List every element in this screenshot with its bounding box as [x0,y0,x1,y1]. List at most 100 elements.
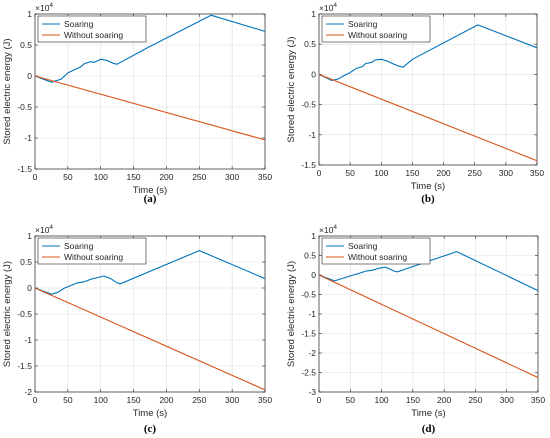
y-tick-label: 0.5 [20,257,32,267]
legend-label: Soaring [348,241,378,251]
chart-panel-1: 0 50 100 150 200 250 300 350 -1.5 -1 -0.5 0 0.5 1×104… [2,2,272,205]
x-axis-label: Time (s) [133,408,167,419]
y-tick-label: 0 [311,69,316,79]
x-tick-label: 0 [33,172,38,182]
legend-label: Without soaring [64,252,123,262]
x-tick-label: 100 [374,168,388,178]
y-tick-label: 0 [311,270,316,280]
y-tick-label: -1.5 [301,160,316,170]
y-tick-label: 0.5 [304,39,316,49]
y-tick-label: 0.5 [20,40,32,50]
panel-caption: (b) [421,193,435,205]
x-tick-label: 200 [159,172,173,182]
y-tick-label: -1 [308,130,316,140]
series-line-soaring [34,14,266,83]
exponent-label: ×104 [35,2,53,13]
y-tick-label: -1 [308,309,316,319]
exponent-power: 4 [333,224,337,231]
x-tick-label: 250 [192,172,206,182]
y-tick-label: -1.5 [17,164,32,174]
series-line-without-soaring [34,287,266,391]
x-tick-label: 200 [436,168,450,178]
x-tick-label: 300 [225,395,239,405]
exponent-power: 4 [333,2,337,9]
series-line-soaring [318,24,538,81]
legend-label: Soaring [64,19,94,29]
y-tick-label: -0.5 [301,100,316,110]
axes-box [34,13,266,170]
legend-box [37,237,147,265]
x-tick-label: 0 [33,395,38,405]
x-tick-label: 350 [258,172,272,182]
series-line-soaring [34,250,266,295]
x-axis-label: Time (s) [411,181,445,192]
x-tick-label: 150 [126,395,140,405]
y-axis-label: Stored electric energy (J) [2,38,13,144]
x-tick-label: 50 [346,395,356,405]
series-line-without-soaring [318,274,539,379]
y-tick-label: -2.5 [301,368,316,378]
series-line-without-soaring [318,73,538,162]
y-tick-label: -2 [308,348,316,358]
x-tick-label: 50 [63,395,73,405]
x-tick-label: 150 [405,168,419,178]
x-tick-label: 100 [94,172,108,182]
x-axis-label: Time (s) [133,185,167,196]
legend-label: Without soaring [348,252,407,262]
y-tick-label: 0 [27,71,32,81]
x-tick-label: 250 [192,395,206,405]
y-tick-label: -1 [24,335,32,345]
y-tick-label: 1 [27,9,32,19]
x-tick-label: 100 [94,395,108,405]
exponent-label: ×104 [35,224,53,235]
panel-caption: (a) [144,193,157,205]
axes-box [318,13,538,166]
exponent-label: ×104 [319,2,337,13]
exponent-power: 4 [49,224,53,231]
legend-label: Soaring [64,241,94,251]
y-tick-label: 0.5 [304,251,316,261]
y-tick-label: -3 [308,387,316,397]
legend-box [321,237,431,265]
x-tick-label: 300 [499,168,513,178]
y-tick-label: -0.5 [17,102,32,112]
legend-box [321,15,431,43]
y-tick-label: -1.5 [301,329,316,339]
legend-box [37,15,147,43]
y-axis-label: Stored electric energy (J) [2,261,13,367]
x-tick-label: 150 [126,172,140,182]
series-line-soaring [318,251,539,292]
exponent-base: ×10 [35,225,50,235]
legend-label: Without soaring [348,30,407,40]
x-tick-label: 250 [468,168,482,178]
y-tick-label: 1 [27,231,32,241]
x-tick-label: 350 [530,168,544,178]
x-tick-label: 200 [437,395,451,405]
x-tick-label: 50 [345,168,355,178]
y-tick-label: 1 [311,231,316,241]
y-axis-label: Stored electric energy (J) [286,261,297,367]
legend-label: Soaring [348,19,378,29]
exponent-base: ×10 [319,225,334,235]
x-tick-label: 200 [159,395,173,405]
exponent-base: ×10 [319,3,334,13]
x-axis-label: Time (s) [411,408,445,419]
x-tick-label: 100 [374,395,388,405]
y-tick-label: -1 [24,133,32,143]
y-tick-label: -1.5 [17,361,32,371]
y-tick-label: 0 [27,283,32,293]
x-tick-label: 0 [317,395,322,405]
x-tick-label: 250 [468,395,482,405]
y-axis-label: Stored electric energy (J) [286,36,297,142]
x-tick-label: 350 [258,395,272,405]
panel-caption: (c) [144,423,157,435]
legend-label: Without soaring [64,30,123,40]
x-tick-label: 300 [225,172,239,182]
x-tick-label: 150 [406,395,420,405]
y-tick-label: -2 [24,387,32,397]
chart-panel-4: 0 50 100 150 200 250 300 350 -3 -2.5 -2 -1.5 -1 -0.5 0… [286,224,545,435]
panel-caption: (d) [422,423,436,435]
x-tick-label: 350 [531,395,545,405]
exponent-label: ×104 [319,224,337,235]
